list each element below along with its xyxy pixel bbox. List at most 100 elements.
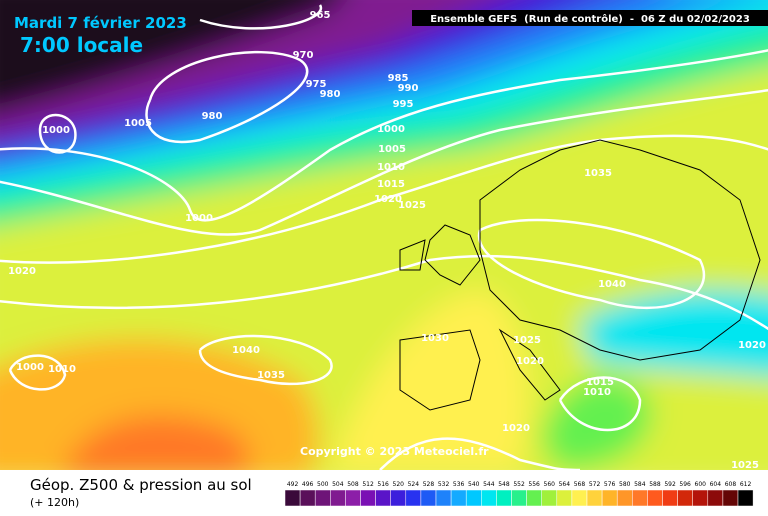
isobar-label: 1000 bbox=[377, 124, 405, 135]
legend-swatch bbox=[526, 489, 542, 507]
legend-label: 580 bbox=[619, 481, 631, 488]
legend-label: 536 bbox=[453, 481, 465, 488]
geopotential-field bbox=[0, 0, 768, 490]
isobar-label: 970 bbox=[293, 50, 314, 61]
legend-label: 500 bbox=[317, 481, 329, 488]
coastlines bbox=[399, 139, 761, 411]
isobar-label: 975 bbox=[306, 79, 327, 90]
legend-swatch bbox=[632, 489, 648, 507]
legend-swatch bbox=[722, 489, 739, 507]
legend-label: 544 bbox=[483, 481, 495, 488]
legend-swatch bbox=[390, 489, 407, 507]
isobar-label: 980 bbox=[202, 111, 223, 122]
legend-swatch bbox=[647, 489, 663, 507]
isobar-label: 1040 bbox=[598, 279, 626, 290]
legend-label: 564 bbox=[559, 481, 571, 488]
run-banner bbox=[412, 10, 768, 26]
legend-label: 556 bbox=[528, 481, 540, 488]
legend-swatch bbox=[677, 489, 693, 507]
legend-label: 560 bbox=[544, 481, 556, 488]
legend-swatch bbox=[571, 489, 588, 507]
legend-label: 504 bbox=[332, 481, 344, 488]
legend-swatch bbox=[481, 489, 497, 507]
legend-label: 540 bbox=[468, 481, 480, 488]
legend-swatch bbox=[299, 489, 316, 507]
isobar-label: 1015 bbox=[586, 377, 614, 388]
legend-label: 596 bbox=[679, 481, 691, 488]
legend-swatch bbox=[314, 489, 331, 507]
legend-swatch bbox=[360, 489, 376, 507]
legend-label: 568 bbox=[574, 481, 586, 488]
legend-swatch bbox=[420, 489, 437, 507]
legend-label: 608 bbox=[725, 481, 737, 488]
copyright: Copyright © 2023 Meteociel.fr bbox=[300, 445, 489, 458]
legend-swatch bbox=[586, 489, 603, 507]
legend-label: 552 bbox=[513, 481, 525, 488]
legend-swatch bbox=[662, 489, 678, 507]
isobar-label: 1010 bbox=[377, 162, 405, 173]
run-label: Ensemble GEFS (Run de contrôle) - 06 Z d… bbox=[430, 13, 750, 25]
isobar-label: 1000 bbox=[42, 125, 70, 136]
legend-swatch bbox=[345, 489, 361, 507]
legend-label: 604 bbox=[710, 481, 722, 488]
legend-swatch bbox=[435, 489, 452, 507]
legend-label: 496 bbox=[302, 481, 314, 488]
legend-label: 520 bbox=[393, 481, 405, 488]
isobar-label: 1020 bbox=[502, 423, 530, 434]
legend-label: 584 bbox=[634, 481, 646, 488]
legend-label: 524 bbox=[408, 481, 420, 488]
legend-label: 512 bbox=[362, 481, 374, 488]
isobar-label: 1000 bbox=[16, 362, 44, 373]
isobar-label: 1025 bbox=[513, 335, 541, 346]
isobar-label: 1005 bbox=[378, 144, 406, 155]
legend-swatch bbox=[330, 489, 346, 507]
legend-label: 612 bbox=[740, 481, 752, 488]
isobar-label: 980 bbox=[320, 89, 341, 100]
isobar-label: 1000 bbox=[185, 213, 213, 224]
isobar-label: 1020 bbox=[8, 266, 36, 277]
footer-lead: (+ 120h) bbox=[30, 496, 79, 509]
legend-swatch bbox=[511, 489, 527, 507]
isobar-label: 1020 bbox=[738, 340, 766, 351]
legend-swatch bbox=[375, 489, 391, 507]
legend-swatch bbox=[405, 489, 422, 507]
isobar-label: 1010 bbox=[48, 364, 76, 375]
legend-label: 516 bbox=[377, 481, 389, 488]
isobar-label: 1030 bbox=[421, 333, 449, 344]
legend-swatch bbox=[601, 489, 618, 507]
isobar-label: 965 bbox=[310, 10, 331, 21]
footer-title: Géop. Z500 & pression au sol bbox=[30, 476, 252, 494]
legend-swatch bbox=[450, 489, 467, 507]
date-label: Mardi 7 février 2023 bbox=[14, 14, 187, 32]
legend-label: 528 bbox=[423, 481, 435, 488]
time-label: 7:00 locale bbox=[20, 33, 143, 57]
isobar-label: 985 bbox=[388, 73, 409, 84]
legend-swatch bbox=[541, 489, 558, 507]
legend-label: 508 bbox=[347, 481, 359, 488]
legend-label: 600 bbox=[695, 481, 707, 488]
legend-swatch bbox=[707, 489, 724, 507]
legend-swatch bbox=[737, 489, 754, 507]
legend-swatch bbox=[284, 489, 301, 507]
isobar-label: 1010 bbox=[583, 387, 611, 398]
isobar-label: 990 bbox=[398, 83, 419, 94]
isobars bbox=[0, 4, 768, 472]
legend-swatch bbox=[616, 489, 633, 507]
legend-label: 592 bbox=[664, 481, 676, 488]
legend-label: 532 bbox=[438, 481, 450, 488]
isobar-label: 1025 bbox=[398, 200, 426, 211]
legend-label: 576 bbox=[604, 481, 616, 488]
isobar-label: 1035 bbox=[584, 168, 612, 179]
legend-swatch bbox=[465, 489, 482, 507]
legend-label: 492 bbox=[287, 481, 299, 488]
isobar-labels: 9659709759809859909951000100510101015102… bbox=[8, 10, 766, 471]
isobar-label: 1040 bbox=[232, 345, 260, 356]
isobar-label: 995 bbox=[393, 99, 414, 110]
legend-label: 548 bbox=[498, 481, 510, 488]
isobar-label: 1035 bbox=[257, 370, 285, 381]
isobar-label: 1020 bbox=[516, 356, 544, 367]
color-legend: 492 496 500 504 508 512 516 520 524 528 532 536 540 5… bbox=[284, 481, 754, 507]
legend-label: 588 bbox=[649, 481, 661, 488]
legend-swatch bbox=[556, 489, 573, 507]
